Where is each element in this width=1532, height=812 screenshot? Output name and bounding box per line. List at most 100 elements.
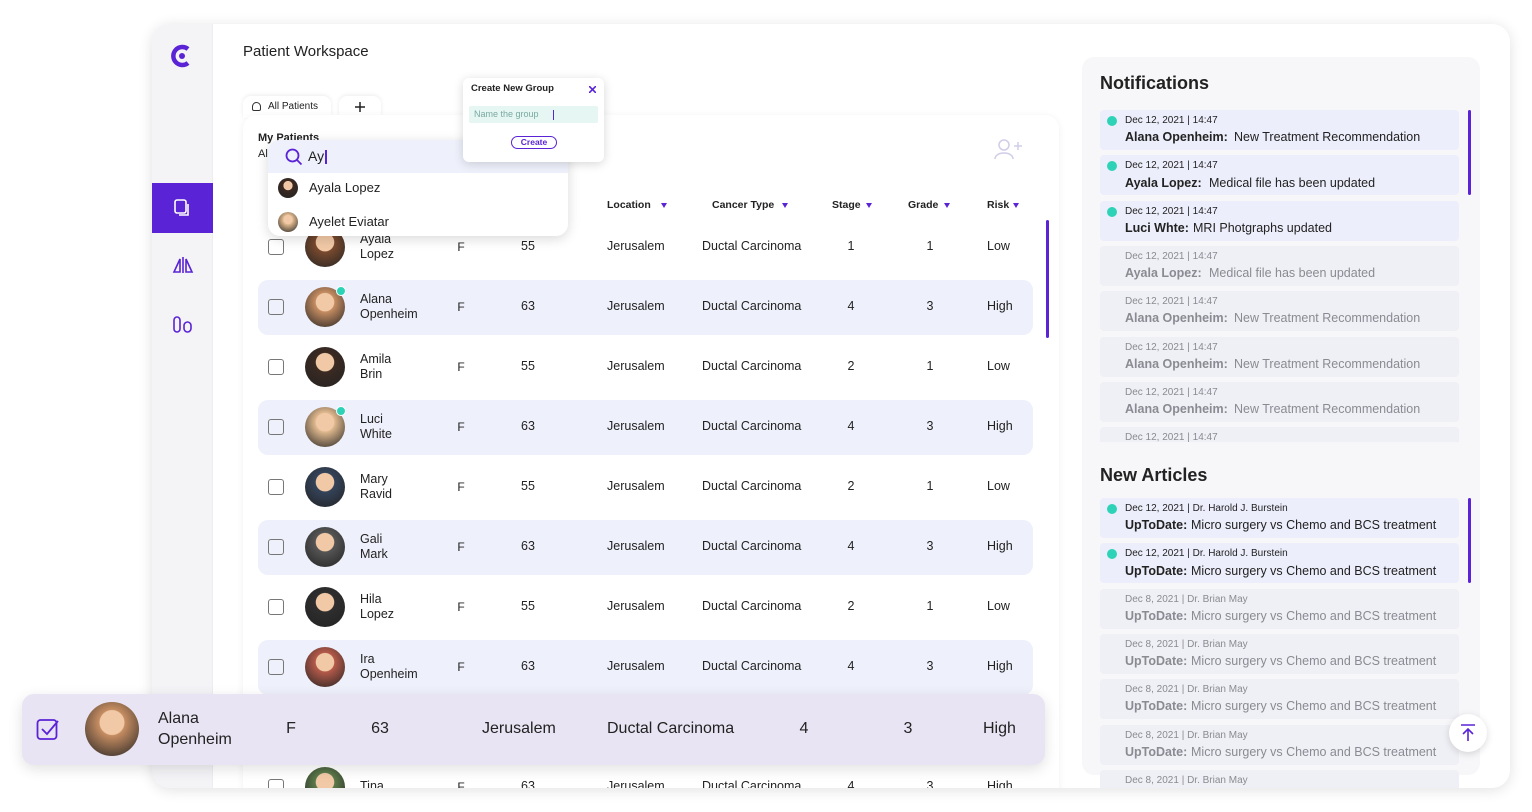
- nav-icon: [174, 199, 189, 216]
- grade: 1: [926, 479, 934, 494]
- item-date: Dec 12, 2021 | 14:47: [1125, 386, 1218, 398]
- cancer-type: Ductal Carcinoma: [702, 419, 802, 434]
- item-text: New Treatment Recommendation: [1234, 311, 1421, 326]
- stage: 2: [847, 479, 855, 494]
- scroll-top-button[interactable]: [1449, 714, 1487, 752]
- last-name: Openheim: [360, 667, 418, 682]
- cancer-type: Ductal Carcinoma: [702, 299, 802, 314]
- item-date: Dec 12, 2021 | Dr. Harold J. Burstein: [1125, 548, 1288, 560]
- add-patient-icon[interactable]: [994, 138, 1024, 160]
- avatar: [305, 527, 345, 567]
- feed-item[interactable]: Dec 12, 2021 | 14:47 Luci Whte: MRI Photgr…: [1100, 200, 1459, 241]
- feed-item[interactable]: Dec 12, 2021 | 14:47 Ayala Lopez: Medical …: [1100, 155, 1459, 196]
- column-header[interactable]: Risk: [987, 198, 1010, 211]
- tab[interactable]: All Patients: [243, 96, 331, 118]
- checkbox[interactable]: [268, 359, 284, 375]
- age: 63: [521, 539, 535, 554]
- checkbox[interactable]: [268, 599, 284, 615]
- cancer-type: Ductal Carcinoma: [702, 239, 802, 254]
- item-text: Micro surgery vs Chemo and BCS treatment: [1191, 744, 1437, 759]
- checkbox[interactable]: [268, 299, 284, 315]
- checkbox[interactable]: [268, 419, 284, 435]
- checkbox[interactable]: [268, 239, 284, 255]
- grade: 1: [926, 359, 934, 374]
- checkbox[interactable]: [268, 659, 284, 675]
- text-cursor: [325, 150, 327, 164]
- location: Jerusalem: [607, 239, 665, 254]
- age: 63: [521, 299, 535, 314]
- avatar: [305, 767, 345, 788]
- avatar: [305, 647, 345, 687]
- item-date: Dec 8, 2021 | Dr. Brian May: [1125, 729, 1248, 741]
- avatar: [85, 702, 139, 756]
- location: Jerusalem: [607, 299, 665, 314]
- search-icon: [285, 148, 303, 166]
- age: 55: [521, 359, 535, 374]
- nav-active[interactable]: [152, 183, 213, 233]
- group-name-input[interactable]: Name the group: [469, 106, 598, 123]
- item-text: Micro surgery vs Chemo and BCS treatment: [1191, 654, 1437, 669]
- checkbox[interactable]: [268, 479, 284, 495]
- checkbox[interactable]: [268, 779, 284, 788]
- avatar: [305, 347, 345, 387]
- stage: 2: [847, 359, 855, 374]
- feed-item[interactable]: Dec 12, 2021 | Dr. Harold J. Burstein UpT…: [1100, 543, 1459, 584]
- risk: High: [987, 419, 1013, 434]
- grade: 1: [926, 599, 934, 614]
- nav-icon[interactable]: [172, 256, 194, 274]
- grade: 3: [926, 779, 934, 788]
- risk: Low: [987, 239, 1010, 254]
- column-header[interactable]: Location: [607, 198, 651, 211]
- location: Jerusalem: [482, 719, 556, 737]
- grade: 3: [926, 659, 934, 674]
- panel-title: New Articles: [1100, 465, 1208, 486]
- gender: F: [457, 299, 465, 314]
- search-suggestion[interactable]: Ayala Lopez: [309, 179, 381, 195]
- right-panel: Notifications Dec 12, 2021 | 14:47 Alana O…: [1082, 57, 1480, 788]
- avatar: [305, 587, 345, 627]
- stage: 4: [847, 779, 855, 788]
- create-button[interactable]: Create: [511, 136, 557, 149]
- stage: 4: [847, 659, 855, 674]
- checked-checkbox[interactable]: [36, 717, 60, 741]
- first-name: Luci: [360, 412, 383, 427]
- sort-arrow: [944, 203, 950, 208]
- location: Jerusalem: [607, 659, 665, 674]
- risk: High: [987, 539, 1013, 554]
- app-window: Patient Workspace All Patients Notificat…: [152, 24, 1510, 788]
- item-date: Dec 12, 2021 | 14:47: [1125, 205, 1218, 217]
- add-tab[interactable]: [339, 96, 381, 118]
- table-row: Gali Mark F 63 Jerusalem Ductal Carcinoma 4 3 Hi…: [258, 520, 1033, 575]
- checkbox[interactable]: [268, 539, 284, 555]
- stage: 4: [799, 719, 809, 737]
- feed-item[interactable]: Dec 12, 2021 | 14:47 Ayala Lopez: Medical …: [1100, 245, 1459, 286]
- cancer-type: Ductal Carcinoma: [702, 779, 802, 788]
- column-header[interactable]: Grade: [908, 198, 939, 211]
- item-date: Dec 8, 2021 | Dr. Brian May: [1125, 593, 1248, 605]
- gender: F: [457, 359, 465, 374]
- close-icon[interactable]: [589, 86, 596, 93]
- column-header[interactable]: Stage: [832, 198, 861, 211]
- column-header[interactable]: Cancer Type: [712, 198, 775, 211]
- feed-item[interactable]: Dec 8, 2021 | Dr. Brian MayUpToDate:Micr…: [1100, 769, 1459, 788]
- feed-list: Dec 12, 2021 | 14:47 Alana Openheim: New T…: [1100, 110, 1462, 442]
- stage: 4: [847, 539, 855, 554]
- nav-icon[interactable]: [173, 316, 193, 333]
- feed-item[interactable]: Dec 12, 2021 | Dr. Harold J. Burstein UpT…: [1100, 498, 1459, 538]
- table-row: Alana Openheim F 63 Jerusalem Ductal Carcinom…: [258, 280, 1033, 335]
- risk: High: [987, 299, 1013, 314]
- unread-dot: [1107, 161, 1117, 172]
- gender: F: [457, 779, 465, 788]
- item-date: Dec 12, 2021 | 14:47: [1125, 296, 1218, 308]
- tab-icon: [252, 102, 261, 111]
- search-suggestion[interactable]: Ayelet Eviatar: [309, 213, 389, 229]
